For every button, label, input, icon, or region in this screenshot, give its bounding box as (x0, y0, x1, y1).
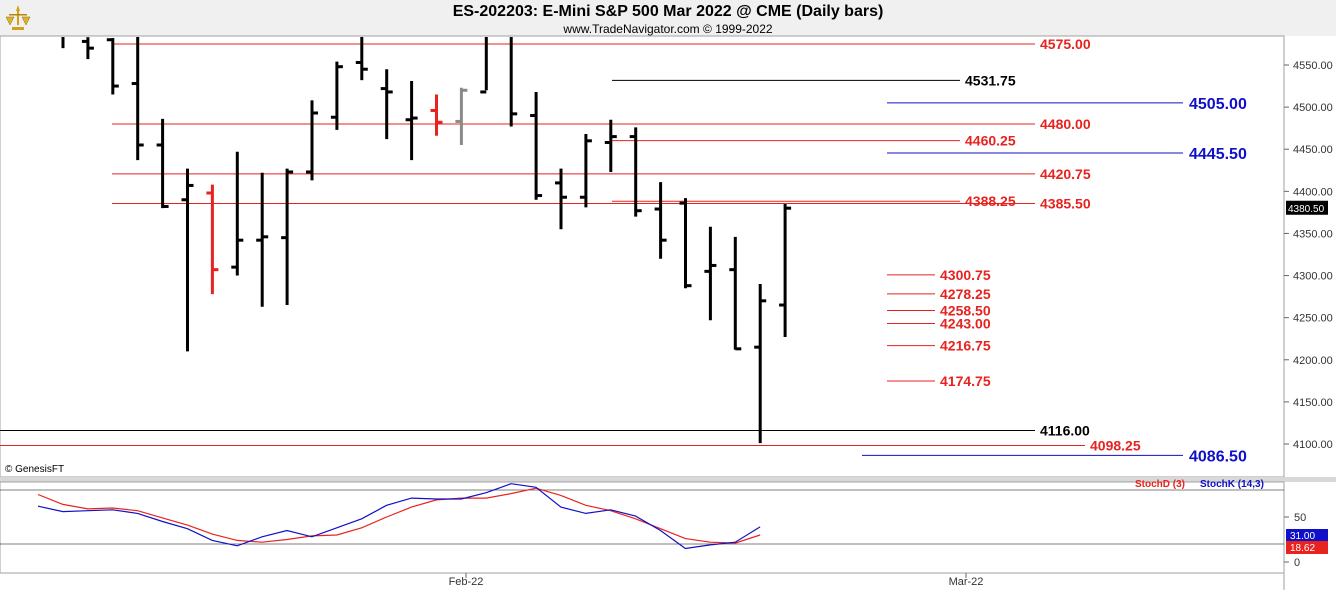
level-label: 4243.00 (940, 316, 991, 332)
level-label: 4258.50 (940, 303, 991, 319)
ohlc-bar (729, 236, 742, 351)
level-label: 4174.75 (940, 373, 991, 389)
price-tick-label: 4500.00 (1293, 102, 1333, 114)
legend-stochd: StochD (3) (1135, 479, 1185, 490)
price-tick-label: 4400.00 (1293, 186, 1333, 198)
stoch-tick-label: 0 (1294, 557, 1300, 569)
ohlc-bar (206, 184, 219, 295)
ohlc-bars (61, 37, 792, 444)
price-tick-label: 4550.00 (1293, 60, 1333, 72)
ohlc-bar (629, 127, 642, 217)
ohlc-bar (281, 168, 294, 306)
ohlc-bar (704, 226, 717, 321)
date-tick-label: Feb-22 (449, 576, 484, 588)
last-price-label: 4380.50 (1288, 204, 1325, 215)
level-label: 4531.75 (965, 72, 1016, 88)
level-label: 4505.00 (1189, 96, 1247, 113)
level-label: 4385.50 (1040, 196, 1091, 212)
stoch-plot-frame (0, 481, 1285, 574)
price-tick-label: 4450.00 (1293, 144, 1333, 156)
level-label: 4445.50 (1189, 146, 1247, 163)
legend-stochk: StochK (14,3) (1200, 479, 1264, 490)
ohlc-bar (530, 91, 543, 200)
ohlc-bar (256, 172, 269, 307)
ohlc-bar (330, 61, 343, 130)
ohlc-bar (106, 38, 119, 95)
price-plot-frame (0, 35, 1285, 478)
date-axis: Feb-22 Mar-22 (449, 573, 984, 588)
ohlc-bar (754, 283, 767, 444)
price-axis: 4550.00 4500.00 4450.00 4400.00 4350.00 4300.… (1284, 60, 1333, 451)
price-tick-label: 4350.00 (1293, 228, 1333, 240)
level-label: 4278.25 (940, 286, 991, 302)
ohlc-bar (430, 94, 443, 136)
level-label: 4300.75 (940, 267, 991, 283)
ohlc-bar (131, 37, 144, 161)
level-label: 4098.25 (1090, 437, 1141, 453)
stochd-line (37, 487, 761, 544)
ohlc-bar (306, 100, 318, 181)
price-tick-label: 4150.00 (1293, 397, 1333, 409)
stochk-line (37, 483, 761, 550)
level-label: 4420.75 (1040, 166, 1091, 182)
title-bar: ES-202203: E-Mini S&P 500 Mar 2022 @ CME… (0, 0, 1336, 36)
level-label: 4575.00 (1040, 36, 1091, 52)
ohlc-bar (480, 37, 488, 94)
level-label: 4480.00 (1040, 116, 1091, 132)
panel-separator (0, 477, 1336, 482)
stochk-value: 31.00 (1290, 531, 1315, 542)
level-label: 4460.25 (965, 133, 1016, 149)
ohlc-bar (654, 182, 667, 259)
level-label: 4388.25 (965, 193, 1016, 209)
logo-icon (3, 3, 33, 38)
price-tick-label: 4300.00 (1293, 271, 1333, 283)
price-tick-label: 4250.00 (1293, 313, 1333, 325)
ohlc-bar (81, 37, 94, 60)
ohlc-bar (509, 37, 518, 127)
price-panel (0, 35, 1336, 590)
last-price-box (1286, 200, 1328, 215)
ohlc-bar (405, 81, 418, 161)
ohlc-bar (231, 151, 244, 276)
ohlc-bar (355, 37, 368, 81)
ohlc-bar (181, 168, 194, 352)
price-levels: 4575.00 4480.00 4420.75 4385.50 4116.004098.… (0, 36, 1247, 465)
ohlc-bar (779, 203, 792, 338)
ohlc-bar (156, 118, 169, 209)
stochd-value: 18.62 (1290, 543, 1315, 554)
ohlc-bar (679, 198, 692, 289)
ohlc-bar (555, 168, 567, 230)
level-label: 4216.75 (940, 338, 991, 354)
watermark: © GenesisFT (5, 464, 64, 475)
price-tick-label: 4200.00 (1293, 355, 1333, 367)
level-label: 4086.50 (1189, 448, 1247, 465)
ohlc-bar (380, 69, 393, 140)
stochastic-panel: StochD (3) StochK (14,3) (0, 479, 1285, 574)
level-label: 4116.00 (1040, 423, 1090, 439)
stochastic-lines (37, 483, 761, 550)
stochk-value-box (1286, 529, 1328, 542)
chart-subtitle: www.TradeNavigator.com © 1999-2022 (563, 22, 773, 36)
date-tick-label: Mar-22 (949, 576, 984, 588)
price-tick-label: 4100.00 (1293, 439, 1333, 451)
price-axis-bg (1284, 36, 1336, 477)
chart-title: ES-202203: E-Mini S&P 500 Mar 2022 @ CME… (452, 3, 884, 20)
ohlc-bar (455, 87, 468, 146)
stochd-value-box (1286, 541, 1328, 554)
ohlc-bar (604, 119, 617, 172)
stoch-tick-label: 50 (1294, 512, 1306, 524)
ohlc-bar (579, 134, 592, 208)
